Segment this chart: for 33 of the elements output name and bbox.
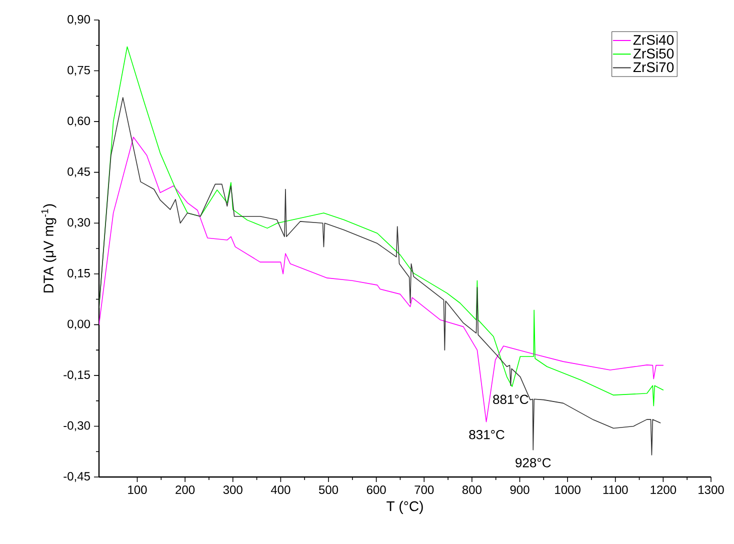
x-tick-label: 100 xyxy=(128,486,147,494)
y-axis-title: DTA (μV mg$^{-1}$) xyxy=(41,204,56,292)
x-tick-label: 300 xyxy=(223,486,242,494)
legend-label: ZrSi50 xyxy=(633,48,674,59)
y-tick-label: -0,30 xyxy=(64,421,90,432)
x-tick-label: 400 xyxy=(270,486,290,494)
x-tick-label: 600 xyxy=(366,486,386,494)
x-tick-label: 1300 xyxy=(698,486,724,494)
x-tick-label: 700 xyxy=(414,486,434,494)
line-series xyxy=(99,136,664,422)
annotation: 881°C xyxy=(493,394,528,404)
x-tick-label: 1000 xyxy=(555,486,580,494)
y-tick-label: 0,15 xyxy=(68,268,90,279)
x-tick-label: 800 xyxy=(462,486,482,494)
line-series xyxy=(99,97,661,456)
x-axis-title: T (°C) xyxy=(386,500,423,514)
y-tick-label: 0,45 xyxy=(68,167,90,178)
y-tick-label: 0,60 xyxy=(68,116,90,127)
x-tick-label: 1100 xyxy=(603,486,628,494)
x-tick-label: 200 xyxy=(176,486,195,494)
x-tick-label: 900 xyxy=(510,486,530,494)
y-tick-label: 0,75 xyxy=(68,66,90,76)
y-tick-label: 0,00 xyxy=(68,320,90,330)
y-tick-label: 0,90 xyxy=(68,15,90,25)
y-tick-label: 0,30 xyxy=(68,218,90,228)
annotation: 928°C xyxy=(516,458,551,468)
y-tick-label: -0,45 xyxy=(64,472,90,482)
legend-label: ZrSi40 xyxy=(633,34,674,45)
x-tick-label: 500 xyxy=(318,486,338,494)
annotation: 831°C xyxy=(469,430,504,440)
y-tick-label: -0,15 xyxy=(64,370,90,380)
x-tick-label: 1200 xyxy=(650,486,676,494)
legend-label: ZrSi70 xyxy=(633,62,674,72)
